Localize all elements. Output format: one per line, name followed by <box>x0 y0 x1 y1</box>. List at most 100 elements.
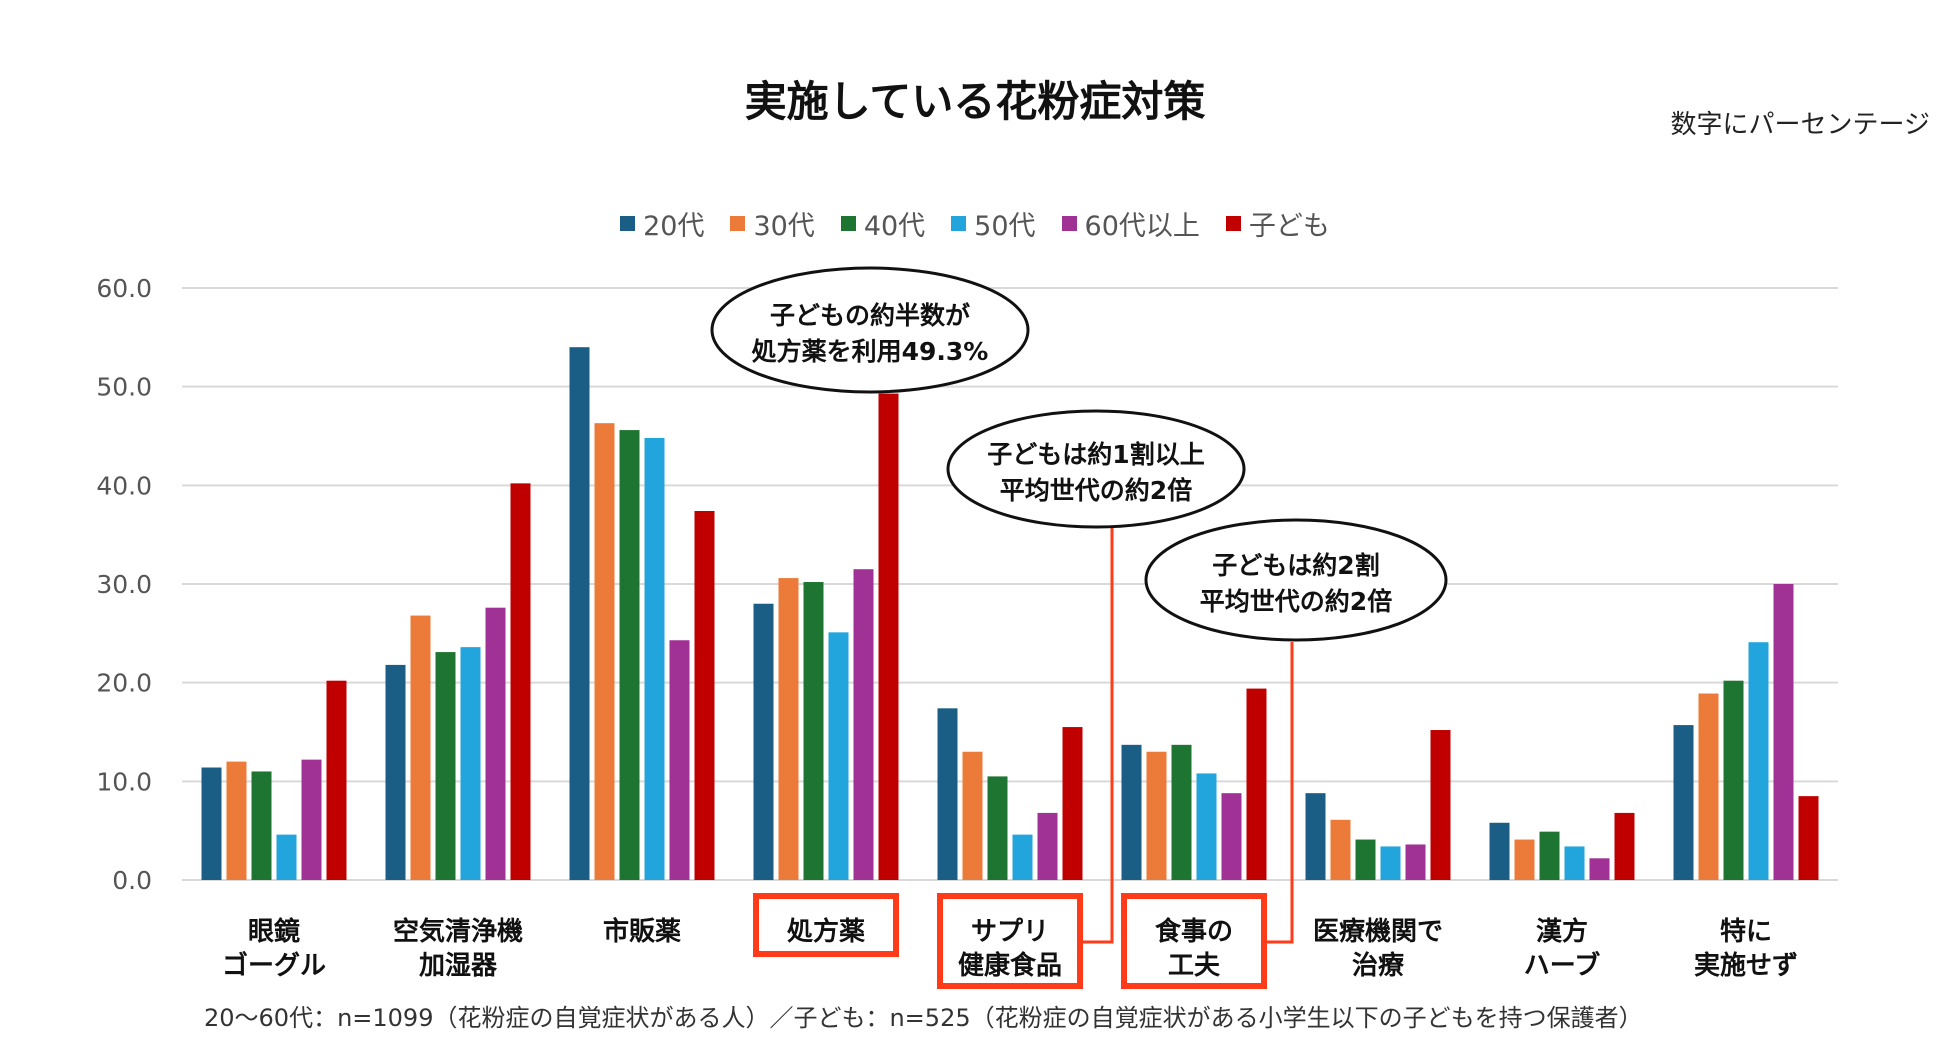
callout-text: 子どもは約2割 <box>1212 551 1379 580</box>
bar <box>1748 642 1769 880</box>
x-category-label: 医療機関で <box>1313 917 1443 947</box>
bar <box>1673 725 1694 880</box>
bar <box>1589 858 1610 880</box>
x-category-label: 治療 <box>1352 951 1405 981</box>
x-category-label: 漢方 <box>1536 916 1588 947</box>
bar <box>1196 773 1217 880</box>
legend-swatch <box>840 216 856 231</box>
callout-text: 処方薬を利用49.3% <box>752 337 989 366</box>
bar <box>828 632 849 880</box>
bar <box>1405 844 1426 880</box>
callout-bubble <box>710 266 1030 394</box>
x-category-label: 眼鏡 <box>248 916 300 947</box>
legend: 20代 30代 40代 50代 60代以上 子ども <box>0 204 1950 243</box>
bar <box>1514 839 1535 880</box>
bar <box>1614 812 1635 880</box>
bar <box>853 569 874 880</box>
bar <box>753 603 774 880</box>
legend-swatch <box>951 216 967 231</box>
bar <box>435 652 456 880</box>
legend-item-20s: 20代 <box>620 204 704 243</box>
bar <box>276 834 297 880</box>
bar <box>569 347 590 880</box>
bar <box>1430 730 1451 880</box>
legend-item-40s: 40代 <box>840 204 926 243</box>
x-category-label: ハーブ <box>1524 950 1600 981</box>
chart-title: 実施している花粉症対策 <box>744 77 1206 126</box>
y-tick-label: 20.0 <box>96 669 152 698</box>
bar <box>1121 744 1142 880</box>
x-category-label: 工夫 <box>1168 951 1221 981</box>
bar <box>226 761 247 880</box>
bar <box>1355 839 1376 880</box>
y-tick-label: 40.0 <box>96 471 152 500</box>
bar <box>1723 680 1744 880</box>
bar <box>1539 831 1560 880</box>
callout-bubble <box>1144 518 1448 642</box>
x-category-label: サプリ <box>971 917 1049 947</box>
unit-note: 数字にパーセンテージ <box>1670 110 1930 140</box>
x-category-label: 食事の <box>1155 916 1233 947</box>
bar <box>803 582 824 880</box>
bar <box>669 640 690 880</box>
x-category-label: ゴーグル <box>222 950 326 981</box>
legend-swatch <box>620 216 636 231</box>
x-category-label: 市販薬 <box>603 916 681 947</box>
bar <box>987 776 1008 880</box>
bar <box>937 708 958 880</box>
legend-label: 30代 <box>753 211 815 242</box>
bar <box>251 771 272 880</box>
bar <box>510 483 531 880</box>
callout-text: 子どもは約1割以上 <box>987 440 1204 469</box>
bar <box>1564 846 1585 880</box>
legend-label: 20代 <box>643 211 705 242</box>
bar <box>1146 751 1167 880</box>
bar <box>1171 744 1192 880</box>
bar <box>878 393 899 880</box>
legend-label: 40代 <box>863 211 926 242</box>
x-category-label: 健康食品 <box>958 950 1062 981</box>
bar <box>619 430 640 880</box>
x-category-label: 処方薬 <box>787 916 865 947</box>
y-tick-label: 0.0 <box>112 866 152 895</box>
bar <box>644 437 665 880</box>
legend-label: 50代 <box>974 211 1036 242</box>
x-category-label: 空気清浄機 <box>393 916 523 947</box>
bar <box>594 423 615 880</box>
bar <box>460 647 481 880</box>
callout-connector <box>1264 642 1294 944</box>
category-highlight-box <box>753 893 899 957</box>
legend-swatch <box>1061 216 1077 231</box>
callout-text: 平均世代の約2倍 <box>1000 476 1192 505</box>
callout-connector <box>1080 526 1114 944</box>
bar <box>778 578 799 880</box>
legend-label: 子ども <box>1248 211 1330 242</box>
legend-swatch <box>1225 216 1241 231</box>
footnote: 20〜60代：n=1099（花粉症の自覚症状がある人）／子ども：n=525（花粉… <box>204 1004 1643 1032</box>
bar <box>1037 812 1058 880</box>
bar <box>1330 819 1351 880</box>
callout-text: 子どもの約半数が <box>770 301 970 330</box>
bar <box>1221 793 1242 880</box>
y-tick-label: 60.0 <box>96 274 152 303</box>
legend-swatch <box>730 216 746 231</box>
legend-label: 60代以上 <box>1084 211 1200 242</box>
bar <box>201 767 222 880</box>
legend-item-30s: 30代 <box>730 204 815 243</box>
x-category-label: 実施せず <box>1694 950 1798 981</box>
bar <box>485 607 506 880</box>
legend-item-60s-plus: 60代以上 <box>1061 204 1200 243</box>
bar <box>1012 834 1033 880</box>
bar <box>326 680 347 880</box>
bar <box>1798 796 1819 880</box>
bar <box>410 615 431 880</box>
y-tick-label: 10.0 <box>96 767 152 796</box>
bar <box>1380 846 1401 880</box>
bar <box>1305 793 1326 880</box>
bar <box>385 664 406 880</box>
bar <box>301 759 322 880</box>
callout-text: 平均世代の約2倍 <box>1200 587 1392 616</box>
bar <box>1698 693 1719 880</box>
x-category-label: 特に <box>1720 916 1772 947</box>
